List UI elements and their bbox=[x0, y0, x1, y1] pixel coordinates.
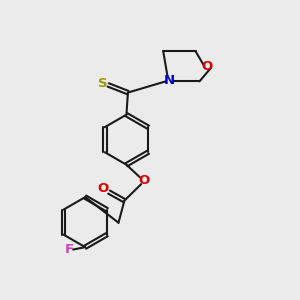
Text: N: N bbox=[164, 74, 175, 87]
Text: S: S bbox=[98, 77, 108, 90]
Text: O: O bbox=[138, 173, 149, 187]
Text: O: O bbox=[202, 60, 213, 73]
Text: O: O bbox=[98, 182, 109, 195]
Text: F: F bbox=[64, 243, 74, 256]
